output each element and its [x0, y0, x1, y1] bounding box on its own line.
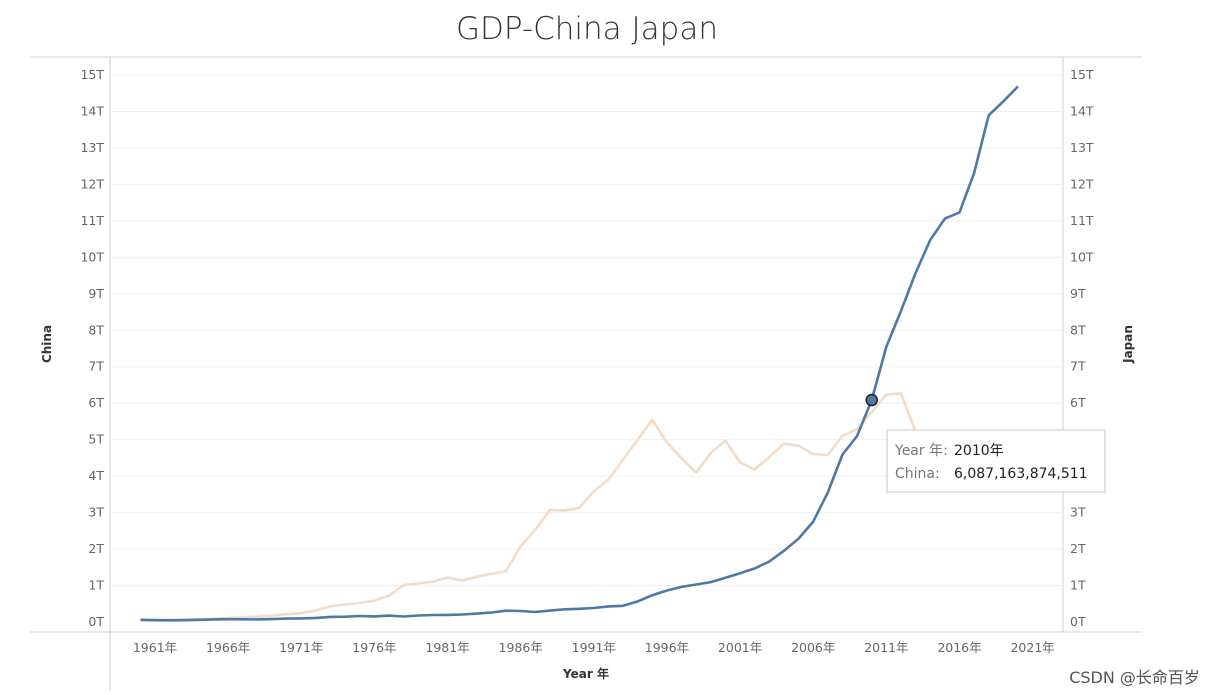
x-tick-label: 1976年	[352, 640, 396, 655]
y-tick-label-left: 15T	[80, 67, 104, 82]
x-axis-label: Year 年	[562, 666, 609, 681]
y-tick-label-left: 13T	[80, 140, 104, 155]
y-tick-label-left: 14T	[80, 103, 104, 118]
y-tick-label-right: 0T	[1070, 614, 1086, 629]
x-tick-label: 1981年	[425, 640, 469, 655]
tooltip: Year 年: 2010年 China: 6,087,163,874,511	[886, 429, 1106, 493]
x-tick-label: 1991年	[572, 640, 616, 655]
y-axis-label-left: China	[40, 325, 54, 363]
y-tick-label-right: 3T	[1070, 505, 1086, 520]
series-line-japan	[140, 392, 1019, 622]
x-tick-label: 2006年	[791, 640, 835, 655]
y-axis-label-right: Japan	[1121, 325, 1135, 364]
tooltip-china-key: China:	[895, 466, 940, 482]
y-tick-label-left: 3T	[88, 505, 104, 520]
y-tick-label-right: 6T	[1070, 395, 1086, 410]
y-tick-label-right: 10T	[1070, 249, 1094, 264]
y-tick-label-right: 9T	[1070, 286, 1086, 301]
y-tick-label-left: 7T	[88, 359, 104, 374]
x-tick-label: 2001年	[718, 640, 762, 655]
y-tick-label-right: 7T	[1070, 359, 1086, 374]
y-tick-label-left: 4T	[88, 468, 104, 483]
tooltip-china-value: 6,087,163,874,511	[954, 466, 1088, 482]
x-tick-label: 1996年	[645, 640, 689, 655]
y-tick-label-left: 11T	[80, 213, 104, 228]
x-tick-label: 1971年	[279, 640, 323, 655]
y-tick-label-left: 10T	[80, 249, 104, 264]
x-tick-label: 2011年	[864, 640, 908, 655]
gridlines	[110, 74, 1063, 587]
tooltip-year-key: Year 年:	[894, 443, 948, 459]
watermark: CSDN @长命百岁 ️	[1069, 668, 1205, 687]
y-tick-label-right: 8T	[1070, 322, 1086, 337]
y-tick-label-left: 0T	[88, 614, 104, 629]
y-tick-label-left: 9T	[88, 286, 104, 301]
y-tick-label-right: 1T	[1070, 578, 1086, 593]
y-tick-label-left: 5T	[88, 432, 104, 447]
series-line-china	[140, 85, 1019, 622]
chart-title: GDP-China Japan	[456, 11, 718, 47]
y-tick-label-right: 12T	[1070, 176, 1094, 191]
y-ticks-left: 0T 1T 2T 3T 4T 5T 6T 7T 8T 9T 10T 11T 12T 13T 14T 15T	[80, 67, 104, 629]
x-tick-label: 2016年	[937, 640, 981, 655]
tooltip-box	[886, 429, 1106, 493]
y-tick-label-right: 14T	[1070, 103, 1094, 118]
y-tick-label-left: 8T	[88, 322, 104, 337]
x-ticks: 1961年 1966年 1971年 1976年 1981年 1986年 1991年 1996年…	[133, 640, 1055, 655]
y-tick-label-left: 12T	[80, 176, 104, 191]
x-tick-label: 1966年	[206, 640, 250, 655]
hover-data-point[interactable]	[865, 393, 878, 407]
x-tick-label: 1986年	[499, 640, 543, 655]
y-tick-label-right: 15T	[1070, 67, 1094, 82]
y-tick-label-right: 13T	[1070, 140, 1094, 155]
tooltip-year-value: 2010年	[954, 443, 1004, 459]
y-tick-label-right: 11T	[1070, 213, 1094, 228]
y-tick-label-left: 6T	[88, 395, 104, 410]
x-tick-label: 1961年	[133, 640, 177, 655]
y-tick-label-left: 2T	[88, 541, 104, 556]
x-tick-label: 2021年	[1010, 640, 1054, 655]
y-tick-label-right: 2T	[1070, 541, 1086, 556]
y-tick-label-left: 1T	[88, 578, 104, 593]
